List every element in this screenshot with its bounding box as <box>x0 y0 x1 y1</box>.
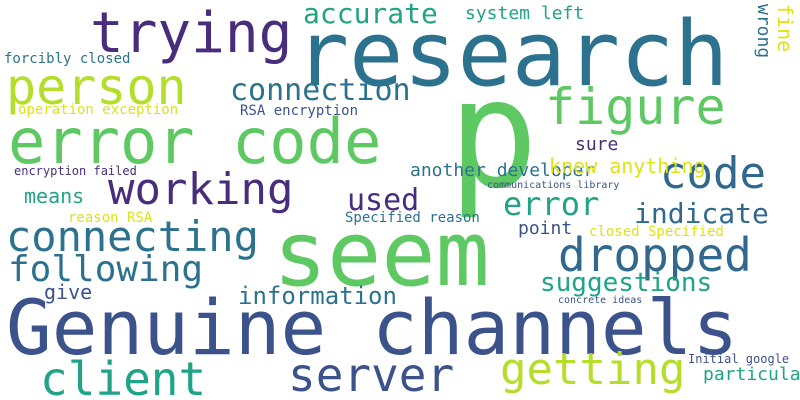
word-forcibly-closed: forcibly closed <box>4 52 130 66</box>
word-give: knew anything <box>549 156 706 176</box>
word-following: following <box>8 252 203 288</box>
word-server: server <box>288 352 454 398</box>
word-accurate: accurate <box>303 0 438 28</box>
word-information: information <box>238 284 397 308</box>
word-suggestions: fine <box>775 4 795 52</box>
word-specified-reason: Specified reason <box>345 211 480 225</box>
word-reason-rsa: reason RSA <box>68 211 152 225</box>
word-concrete-ideas: concrete ideas <box>558 296 642 306</box>
word-point: means <box>24 186 84 206</box>
word-wrong: particular <box>703 366 800 384</box>
word-client: client <box>40 356 206 400</box>
word-error: error <box>503 188 599 220</box>
word-particular: give <box>44 282 92 302</box>
word-fine: point <box>518 220 572 238</box>
word-knew-anything: sure <box>575 136 618 154</box>
word-another-developer: system left <box>465 5 584 23</box>
word-encryption-failed: encryption failed <box>14 165 137 177</box>
word-system-left: wrong <box>754 4 772 58</box>
word-initial-google: Initial google <box>688 353 789 365</box>
word-connection: connection <box>230 76 411 106</box>
word-communications-library: communications library <box>487 181 619 191</box>
word-getting: getting <box>500 348 685 392</box>
word-operation-exception: operation exception <box>18 103 178 117</box>
word-sure: suggestions <box>540 270 712 296</box>
word-figure: figure <box>545 82 726 132</box>
word-closed-specified: closed Specified <box>589 225 724 239</box>
word-rsa-encryption: RSA encryption <box>240 104 358 118</box>
